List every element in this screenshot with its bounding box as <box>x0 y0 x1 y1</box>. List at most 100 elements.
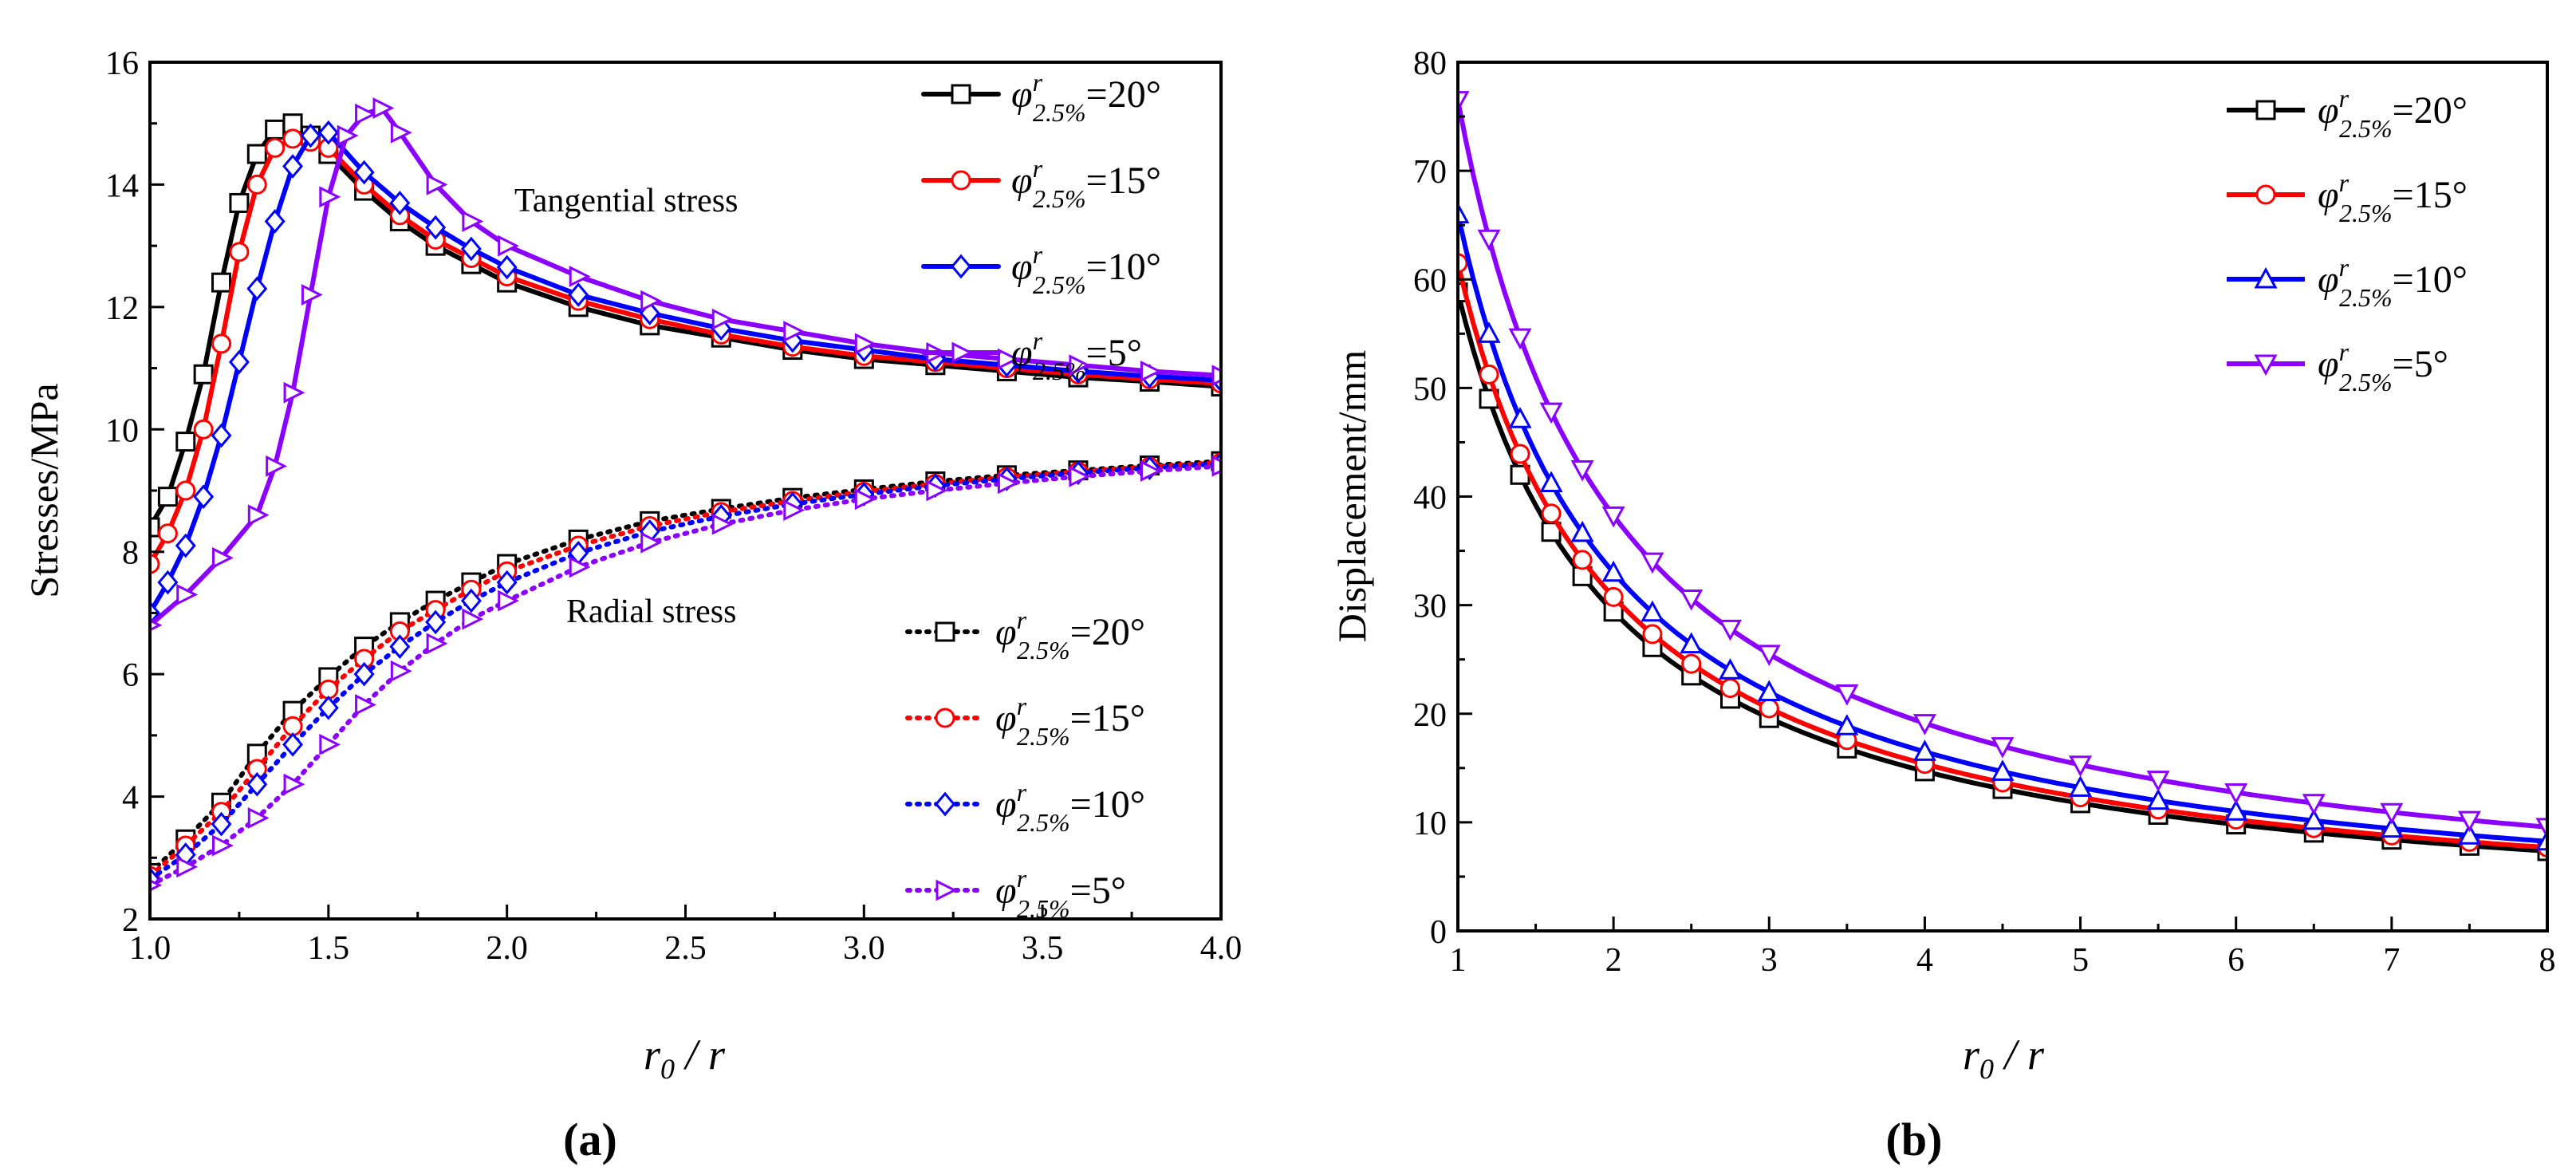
data-point <box>1069 354 1091 377</box>
panel-a-ytick-label: 12 <box>105 290 139 327</box>
legend-entry: φr 2.5%=20° <box>921 68 1161 127</box>
data-point <box>265 137 286 158</box>
legend-marker <box>951 84 971 104</box>
data-point <box>1541 503 1562 524</box>
panel-b-ytick-label: 50 <box>1413 371 1447 408</box>
data-point <box>1641 552 1664 574</box>
panel-b-ytick-label: 80 <box>1413 45 1447 82</box>
panel-a-annotation-radial: Radial stress <box>566 593 736 630</box>
panel-b-legend: φr 2.5%=20° φr 2.5%=15° φr 2.5%=10° φr 2.5%=5° <box>2227 84 2468 396</box>
data-point <box>157 523 178 544</box>
data-point <box>460 236 482 262</box>
legend-marker <box>935 621 955 642</box>
panel-a-xtick-label: 3.5 <box>1022 930 1064 967</box>
panel-a-stresses-chart: 1.0 1.5 2.0 2.5 3.0 3.5 4.0 2 4 6 8 10 12 14 16 Tangen… <box>22 45 1242 1165</box>
panel-a-xlabel-rest: / r <box>675 1031 726 1078</box>
panel-a-xtick-label: 1.5 <box>308 930 350 967</box>
panel-a-ylabel: Stresses/MPa <box>22 383 66 597</box>
legend-entry: φr 2.5%=5° <box>2227 337 2448 396</box>
legend-label: φr 2.5%=5° <box>2318 337 2448 396</box>
data-point <box>425 215 447 240</box>
data-point <box>1642 624 1663 645</box>
data-point <box>640 290 663 312</box>
panel-b-xlabel-sub: 0 <box>1979 1053 1994 1085</box>
panel-a-xtick-label: 2.5 <box>664 930 707 967</box>
panel-b-xtick-label: 6 <box>2227 942 2244 979</box>
data-point <box>175 432 196 452</box>
data-point <box>390 121 412 144</box>
panel-a-ytick-label: 8 <box>122 535 139 572</box>
data-point <box>1680 589 1704 611</box>
data-point <box>2069 755 2093 777</box>
data-point <box>193 364 214 384</box>
data-point <box>569 266 591 287</box>
panel-a-xtick-label: 2.0 <box>486 930 528 967</box>
data-point <box>2380 802 2404 825</box>
data-point <box>2146 788 2170 810</box>
panel-b-series-2 <box>1458 202 2547 851</box>
data-point <box>2224 799 2248 821</box>
data-point <box>568 282 589 307</box>
data-point <box>1140 360 1162 382</box>
data-point <box>246 771 268 797</box>
data-point <box>319 733 341 755</box>
data-point <box>496 570 518 595</box>
data-point <box>711 513 734 535</box>
panel-a-xlabel-var: r <box>644 1031 661 1078</box>
data-point <box>783 321 805 342</box>
panel-b-series-3 <box>1458 91 2547 839</box>
panel-b-xtick-label: 4 <box>1916 942 1933 979</box>
data-point <box>1458 253 1468 274</box>
data-point <box>496 254 518 280</box>
data-point <box>157 570 179 595</box>
panel-b-ytick-label: 0 <box>1430 914 1447 951</box>
legend-entry: φr 2.5%=15° <box>905 692 1145 751</box>
data-point <box>1211 365 1221 387</box>
data-point <box>1757 680 1781 702</box>
data-point <box>175 480 196 501</box>
data-point <box>229 192 250 213</box>
series-line <box>150 136 1221 567</box>
data-point <box>211 333 232 354</box>
panel-a-legend: φr 2.5%=20° φr 2.5%=15° φr 2.5%=10° φr 2.5%=5° φ… <box>905 68 1161 923</box>
data-point <box>246 174 267 195</box>
legend-marker <box>2255 184 2276 205</box>
data-point <box>1718 658 1743 680</box>
data-point <box>389 191 411 215</box>
data-point <box>426 174 448 195</box>
data-point <box>926 479 948 502</box>
data-point <box>2069 775 2093 797</box>
data-point <box>1641 600 1664 622</box>
data-point <box>355 103 376 125</box>
data-point <box>247 504 270 526</box>
legend-marker <box>2255 100 2276 120</box>
data-point <box>247 806 270 829</box>
legend-marker <box>935 879 958 901</box>
data-point <box>1477 321 1501 343</box>
data-point <box>246 144 267 164</box>
panel-a-annotation-tangential: Tangential stress <box>514 183 739 219</box>
data-point <box>193 484 215 509</box>
panel-a-ticks: 1.0 1.5 2.0 2.5 3.0 3.5 4.0 2 4 6 8 10 12 14 16 <box>105 45 1242 967</box>
data-point <box>300 123 321 148</box>
data-point <box>265 119 286 140</box>
data-point <box>1720 678 1740 699</box>
panel-b-xtick-label: 5 <box>2072 942 2089 979</box>
data-point <box>1601 560 1625 582</box>
data-point <box>462 211 484 232</box>
panel-a-ytick-label: 4 <box>122 780 139 817</box>
legend-label: φr 2.5%=15° <box>995 692 1145 751</box>
data-point <box>1991 759 2015 781</box>
data-point <box>282 732 304 757</box>
data-point <box>319 186 341 208</box>
legend-entry: φr 2.5%=20° <box>2227 84 2468 143</box>
legend-entry: φr 2.5%=10° <box>2227 253 2468 312</box>
data-point <box>246 276 268 302</box>
panel-a-ytick-label: 16 <box>105 45 139 82</box>
panel-b-xtick-label: 8 <box>2539 942 2556 979</box>
panel-a-ytick-label: 6 <box>122 657 139 694</box>
panel-a-ytick-label: 2 <box>122 902 139 939</box>
